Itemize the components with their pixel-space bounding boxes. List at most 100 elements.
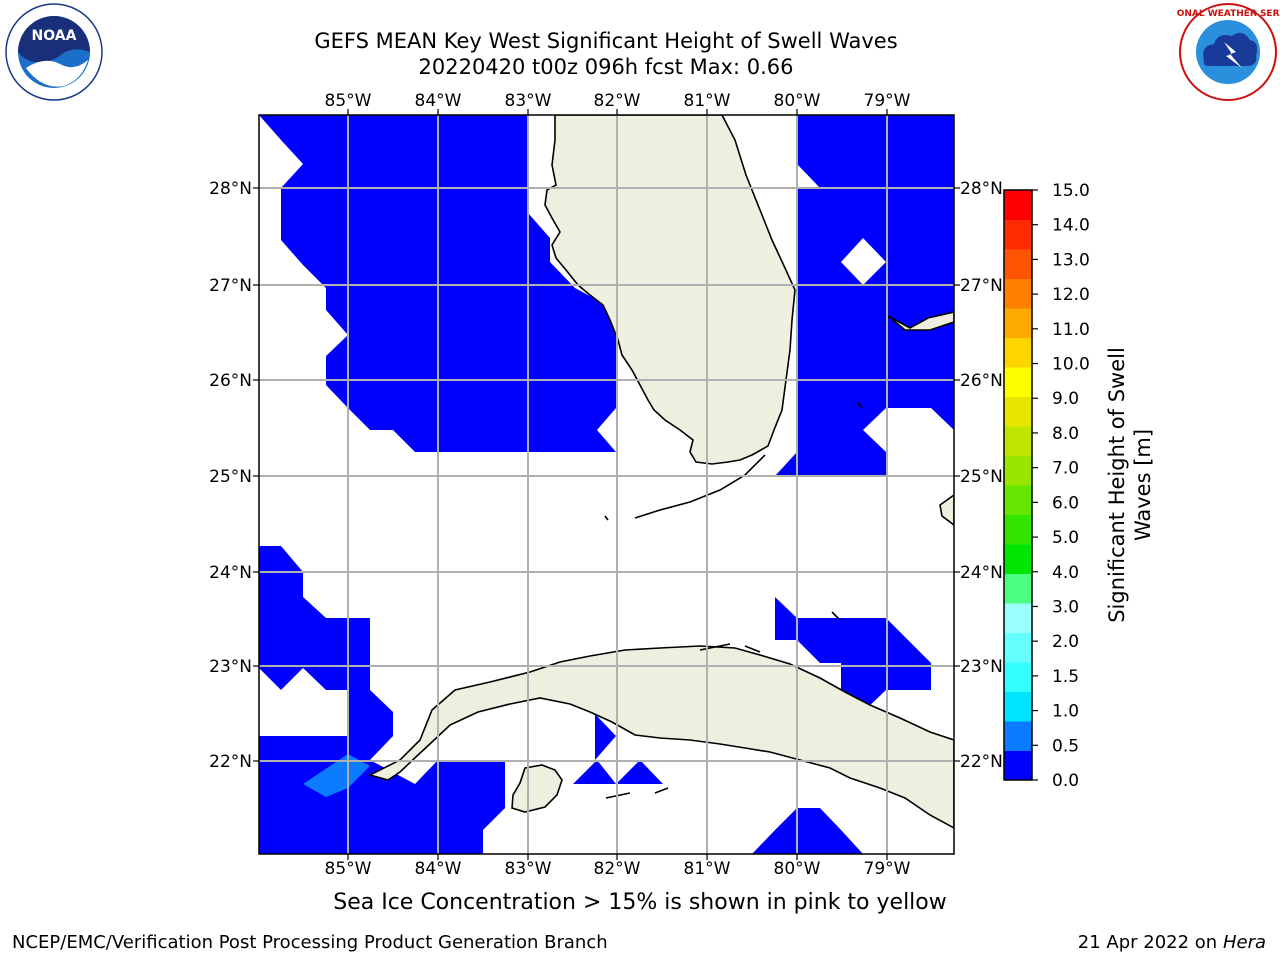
nws-logo: NATIONAL WEATHER SERVICE (1176, 3, 1280, 101)
colorbar-tick-label: 12.0 (1052, 285, 1090, 305)
colorbar-segment (1004, 367, 1032, 397)
colorbar-segment (1004, 544, 1032, 574)
lat-label-left: 26°N (209, 371, 252, 391)
swell-triangle-2 (573, 760, 616, 784)
lat-label-left: 25°N (209, 467, 252, 487)
lon-label-bottom: 81°W (684, 859, 731, 879)
swell-notch-hole (841, 238, 886, 285)
colorbar-segment (1004, 426, 1032, 456)
chart-subtitle: 20220420 t00z 096h fcst Max: 0.66 (418, 55, 794, 79)
lat-label-right: 22°N (960, 752, 1003, 772)
map-grid (259, 115, 954, 854)
map-frame (258, 114, 955, 855)
lon-label-bottom: 79°W (864, 859, 911, 879)
colorbar-tick-label: 2.0 (1052, 632, 1079, 652)
date-text: 21 Apr 2022 on (1077, 932, 1223, 953)
colorbar-segment (1004, 308, 1032, 338)
swell-triangle-1 (595, 714, 616, 760)
lon-label-bottom: 80°W (774, 859, 821, 879)
colorbar-tick-label: 1.5 (1052, 667, 1079, 687)
colorbar-tick-label: 0.5 (1052, 736, 1079, 756)
tick-marks (253, 109, 960, 860)
lat-label-right: 27°N (960, 276, 1003, 296)
lat-label-left: 22°N (209, 752, 252, 772)
colorbar-tick-label: 5.0 (1052, 528, 1079, 548)
swell-region-southeast (752, 808, 863, 854)
lat-label-left: 28°N (209, 179, 252, 199)
credit-text: NCEP/EMC/Verification Post Processing Pr… (12, 932, 608, 953)
colorbar-tick-label: 0.0 (1052, 771, 1079, 791)
colorbar-tick-label: 10.0 (1052, 355, 1090, 375)
colorbar-tick-label: 11.0 (1052, 320, 1090, 340)
machine-name: Hera (1222, 932, 1266, 953)
lat-label-right: 28°N (960, 179, 1003, 199)
noaa-logo: NOAA (5, 3, 103, 101)
lat-label-right: 25°N (960, 467, 1003, 487)
colorbar-segment (1004, 337, 1032, 368)
land-isle-of-youth (511, 764, 563, 813)
colorbar-tick-label: 9.0 (1052, 389, 1079, 409)
lon-label-top: 80°W (774, 91, 821, 111)
colorbar-segment (1004, 190, 1032, 220)
colorbar-ticks: 15.0 14.0 13.0 12.0 11.0 10.0 9.0 8.0 7.… (1052, 181, 1090, 791)
date-stamp: 21 Apr 2022 on Hera (1078, 932, 1266, 954)
lon-label-bottom: 83°W (505, 859, 552, 879)
colorbar-tick-label: 6.0 (1052, 493, 1079, 513)
lon-label-top: 79°W (864, 91, 911, 111)
colorbar-frame (1003, 189, 1033, 781)
noaa-logo-text: NOAA (32, 28, 77, 44)
cuba-north-cays (699, 643, 761, 653)
bimini (857, 402, 863, 409)
lat-label-right: 26°N (960, 371, 1003, 391)
land-florida (544, 115, 796, 465)
colorbar-segment (1004, 219, 1032, 250)
lon-label-top: 84°W (415, 91, 462, 111)
chart-title: GEFS MEAN Key West Significant Height of… (314, 29, 898, 53)
colorbar-segment (1004, 662, 1032, 692)
colorbar-segment (1004, 514, 1032, 545)
lat-label-right: 23°N (960, 657, 1003, 677)
lat-label-left: 24°N (209, 563, 252, 583)
colorbar-tick-label: 4.0 (1052, 563, 1079, 583)
lon-label-top: 83°W (505, 91, 552, 111)
swell-region-atlantic (775, 115, 954, 712)
land-bahamas-north (887, 311, 954, 331)
dry-tortugas (604, 515, 609, 521)
colorbar-segment (1004, 691, 1032, 722)
lon-label-top: 81°W (684, 91, 731, 111)
colorbar-tick-label: 8.0 (1052, 424, 1079, 444)
colorbar-segment (1004, 396, 1032, 427)
lon-label-top: 82°W (594, 91, 641, 111)
colorbar-segment (1004, 721, 1032, 751)
colorbar-tick-label: 14.0 (1052, 216, 1090, 236)
colorbar-label-line2: Waves [m] (1131, 429, 1155, 541)
lon-label-top: 85°W (325, 91, 372, 111)
coast-details (604, 402, 863, 799)
colorbar-segment (1004, 603, 1032, 633)
colorbar-tick-label: 15.0 (1052, 181, 1090, 201)
colorbar-segment (1004, 485, 1032, 515)
sea-ice-note: Sea Ice Concentration > 15% is shown in … (333, 890, 947, 915)
colorbar-segment (1004, 249, 1032, 279)
lat-label-right: 24°N (960, 563, 1003, 583)
colorbar-segment (1004, 455, 1032, 486)
land-andros (939, 494, 954, 526)
land (367, 115, 954, 829)
swell-triangle-3 (616, 760, 663, 784)
lon-label-bottom: 82°W (594, 859, 641, 879)
colorbar-tick-label: 3.0 (1052, 597, 1079, 617)
swell-region-light (303, 754, 370, 797)
lat-label-left: 23°N (209, 657, 252, 677)
colorbar (1003, 189, 1038, 781)
lat-label-left: 27°N (209, 276, 252, 296)
land-cuba (367, 645, 954, 829)
florida-keys (634, 454, 766, 519)
colorbar-label-line1: Significant Height of Swell (1105, 347, 1129, 623)
lon-label-bottom: 84°W (415, 859, 462, 879)
lon-label-bottom: 85°W (325, 859, 372, 879)
svg-text:NATIONAL WEATHER SERVICE: NATIONAL WEATHER SERVICE (1176, 9, 1280, 19)
colorbar-segment (1004, 632, 1032, 663)
colorbar-segment (1004, 750, 1032, 781)
colorbar-segment (1004, 573, 1032, 604)
